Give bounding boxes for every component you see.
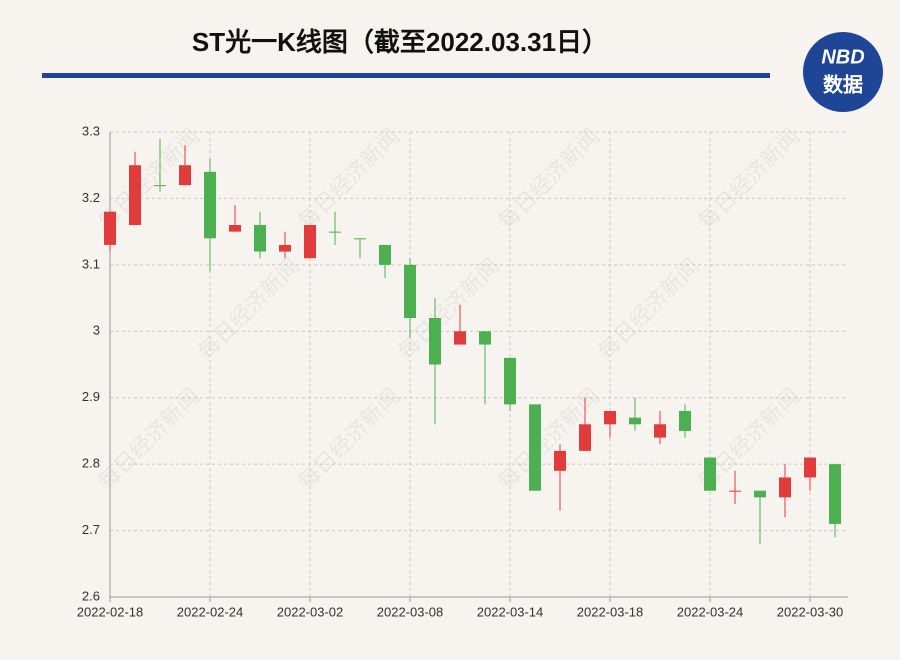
candle-body xyxy=(204,171,216,239)
candle-body xyxy=(654,424,666,438)
candle-body xyxy=(229,225,241,232)
candle-body xyxy=(579,424,591,451)
candle-body xyxy=(254,225,266,252)
y-tick-label: 3.1 xyxy=(82,256,100,271)
logo-bottom: 数据 xyxy=(823,72,863,96)
x-tick-label: 2022-03-14 xyxy=(477,604,544,619)
y-tick-label: 2.6 xyxy=(82,588,100,603)
x-tick-label: 2022-03-02 xyxy=(277,604,344,619)
candle-body xyxy=(529,404,541,491)
candle-body xyxy=(479,331,491,345)
candle-body xyxy=(279,244,291,252)
candle-body xyxy=(504,357,516,405)
y-tick-label: 2.7 xyxy=(82,522,100,537)
candle-body xyxy=(429,318,441,365)
candle-body xyxy=(779,477,791,498)
candle-body xyxy=(829,464,841,524)
y-tick-label: 3 xyxy=(93,323,100,338)
y-tick-label: 3.3 xyxy=(82,123,100,138)
x-tick-label: 2022-03-24 xyxy=(677,604,744,619)
x-tick-label: 2022-03-18 xyxy=(577,604,644,619)
candle-body xyxy=(454,331,466,345)
candle-body xyxy=(729,490,741,492)
candle-body xyxy=(104,211,116,245)
candle-body xyxy=(679,411,691,431)
x-tick-label: 2022-02-24 xyxy=(177,604,244,619)
candle-body xyxy=(129,165,141,225)
logo xyxy=(803,32,883,112)
candle-body xyxy=(554,450,566,471)
y-tick-label: 3.2 xyxy=(82,190,100,205)
chart-title: ST光一K线图（截至2022.03.31日） xyxy=(192,27,608,57)
candle-body xyxy=(629,417,641,425)
candle-body xyxy=(604,411,616,425)
candle-body xyxy=(804,457,816,478)
x-tick-label: 2022-02-18 xyxy=(77,604,144,619)
candle-body xyxy=(154,185,166,187)
x-tick-label: 2022-03-08 xyxy=(377,604,444,619)
candle-body xyxy=(354,238,366,240)
candle-body xyxy=(379,244,391,265)
x-tick-label: 2022-03-30 xyxy=(777,604,844,619)
candle-body xyxy=(404,264,416,318)
y-tick-label: 2.9 xyxy=(82,389,100,404)
logo-top: NBD xyxy=(821,46,864,68)
candle-body xyxy=(329,231,341,233)
candle-body xyxy=(179,165,191,186)
candle-body xyxy=(754,490,766,498)
y-tick-label: 2.8 xyxy=(82,456,100,471)
candle-body xyxy=(704,457,716,491)
candle-body xyxy=(304,225,316,259)
title-rule xyxy=(42,73,770,78)
